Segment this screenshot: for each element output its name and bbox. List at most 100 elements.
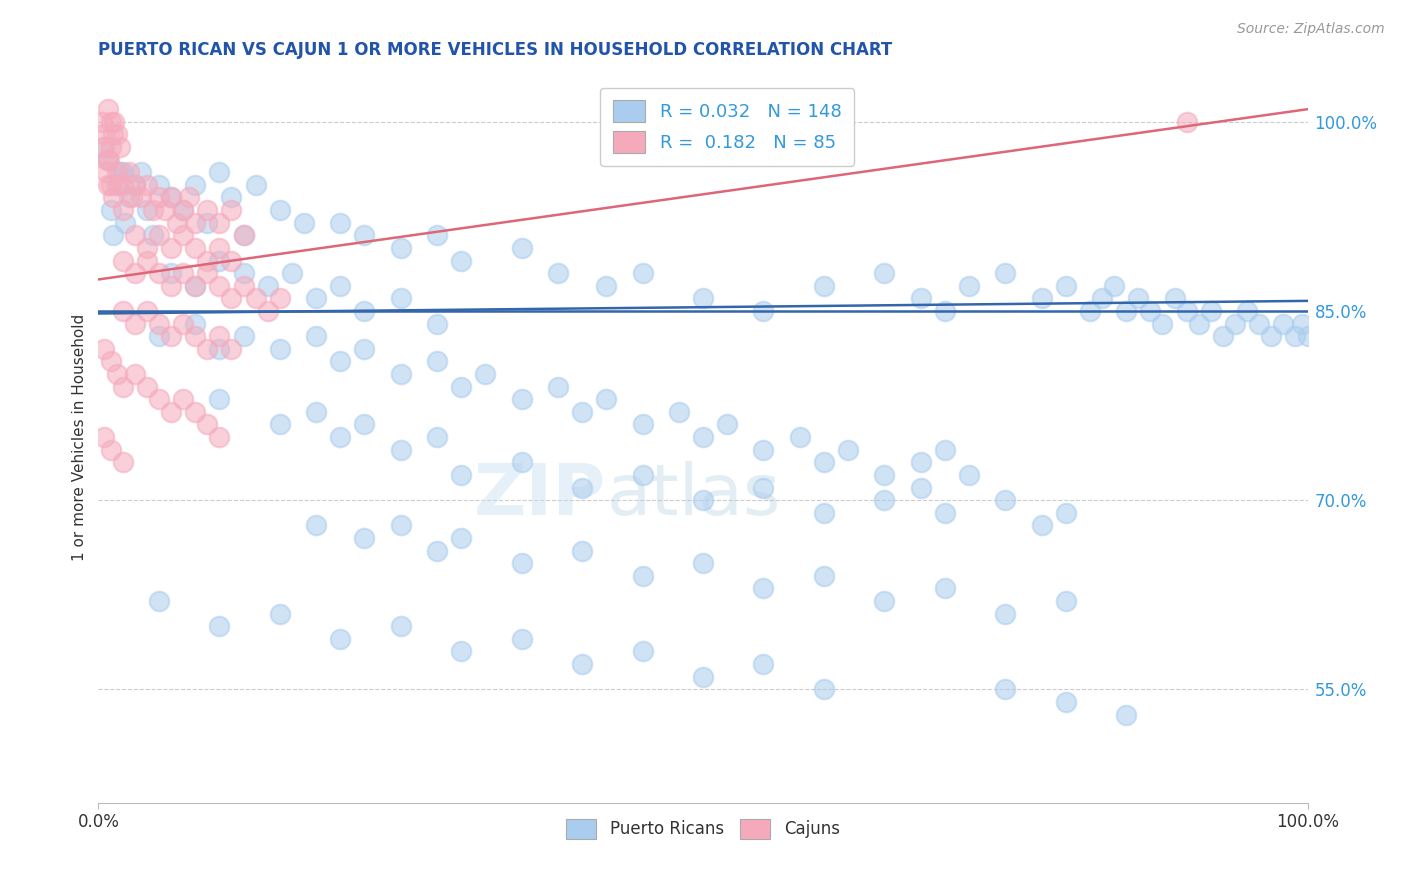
Point: [111, 203, 134, 218]
Point: [184, 317, 207, 331]
Point: [571, 405, 593, 419]
Point: [957, 467, 980, 482]
Point: [1139, 304, 1161, 318]
Point: [108, 140, 131, 154]
Point: [105, 128, 128, 142]
Point: [474, 367, 496, 381]
Point: [184, 216, 207, 230]
Point: [292, 216, 315, 230]
Point: [910, 455, 932, 469]
Point: [571, 657, 593, 671]
Point: [873, 493, 896, 508]
Point: [1163, 291, 1185, 305]
Text: ZIP: ZIP: [474, 461, 606, 530]
Point: [631, 644, 654, 658]
Point: [108, 165, 131, 179]
Point: [752, 481, 775, 495]
Point: [305, 329, 328, 343]
Point: [208, 241, 231, 255]
Point: [269, 607, 291, 621]
Point: [256, 278, 278, 293]
Point: [994, 266, 1017, 280]
Point: [232, 228, 254, 243]
Point: [118, 190, 141, 204]
Point: [1054, 278, 1077, 293]
Text: Source: ZipAtlas.com: Source: ZipAtlas.com: [1237, 22, 1385, 37]
Point: [789, 430, 811, 444]
Point: [91, 115, 114, 129]
Point: [91, 140, 114, 154]
Point: [114, 216, 136, 230]
Point: [668, 405, 690, 419]
Point: [1078, 304, 1101, 318]
Point: [101, 190, 124, 204]
Point: [1091, 291, 1114, 305]
Point: [124, 266, 146, 280]
Point: [256, 304, 278, 318]
Point: [148, 317, 170, 331]
Point: [329, 278, 352, 293]
Point: [100, 140, 122, 154]
Point: [160, 190, 183, 204]
Point: [1260, 329, 1282, 343]
Point: [232, 278, 254, 293]
Point: [160, 190, 183, 204]
Point: [1115, 304, 1137, 318]
Point: [1296, 329, 1319, 343]
Point: [389, 619, 412, 633]
Point: [100, 203, 122, 218]
Point: [389, 291, 412, 305]
Point: [426, 430, 449, 444]
Point: [631, 569, 654, 583]
Point: [129, 165, 152, 179]
Point: [98, 153, 121, 167]
Point: [129, 190, 152, 204]
Point: [571, 543, 593, 558]
Point: [121, 190, 143, 204]
Point: [1152, 317, 1174, 331]
Point: [631, 467, 654, 482]
Point: [124, 367, 146, 381]
Point: [97, 153, 120, 167]
Point: [752, 657, 775, 671]
Point: [108, 178, 131, 192]
Point: [142, 228, 165, 243]
Point: [160, 278, 183, 293]
Point: [450, 531, 472, 545]
Point: [353, 228, 375, 243]
Point: [1054, 506, 1077, 520]
Point: [208, 329, 231, 343]
Point: [813, 569, 835, 583]
Point: [305, 405, 328, 419]
Point: [510, 556, 533, 570]
Point: [426, 317, 449, 331]
Point: [329, 632, 352, 646]
Point: [450, 379, 472, 393]
Point: [353, 304, 375, 318]
Point: [426, 228, 449, 243]
Point: [195, 417, 218, 432]
Point: [148, 228, 170, 243]
Point: [124, 178, 146, 192]
Point: [910, 291, 932, 305]
Point: [692, 670, 714, 684]
Point: [510, 392, 533, 407]
Point: [105, 165, 128, 179]
Point: [269, 291, 291, 305]
Point: [1175, 115, 1198, 129]
Point: [195, 342, 218, 356]
Point: [752, 442, 775, 457]
Point: [232, 329, 254, 343]
Point: [426, 354, 449, 368]
Point: [329, 216, 352, 230]
Point: [1199, 304, 1222, 318]
Point: [195, 216, 218, 230]
Point: [232, 266, 254, 280]
Point: [353, 531, 375, 545]
Point: [245, 178, 267, 192]
Point: [105, 178, 128, 192]
Point: [329, 430, 352, 444]
Point: [269, 417, 291, 432]
Point: [148, 594, 170, 608]
Point: [148, 178, 170, 192]
